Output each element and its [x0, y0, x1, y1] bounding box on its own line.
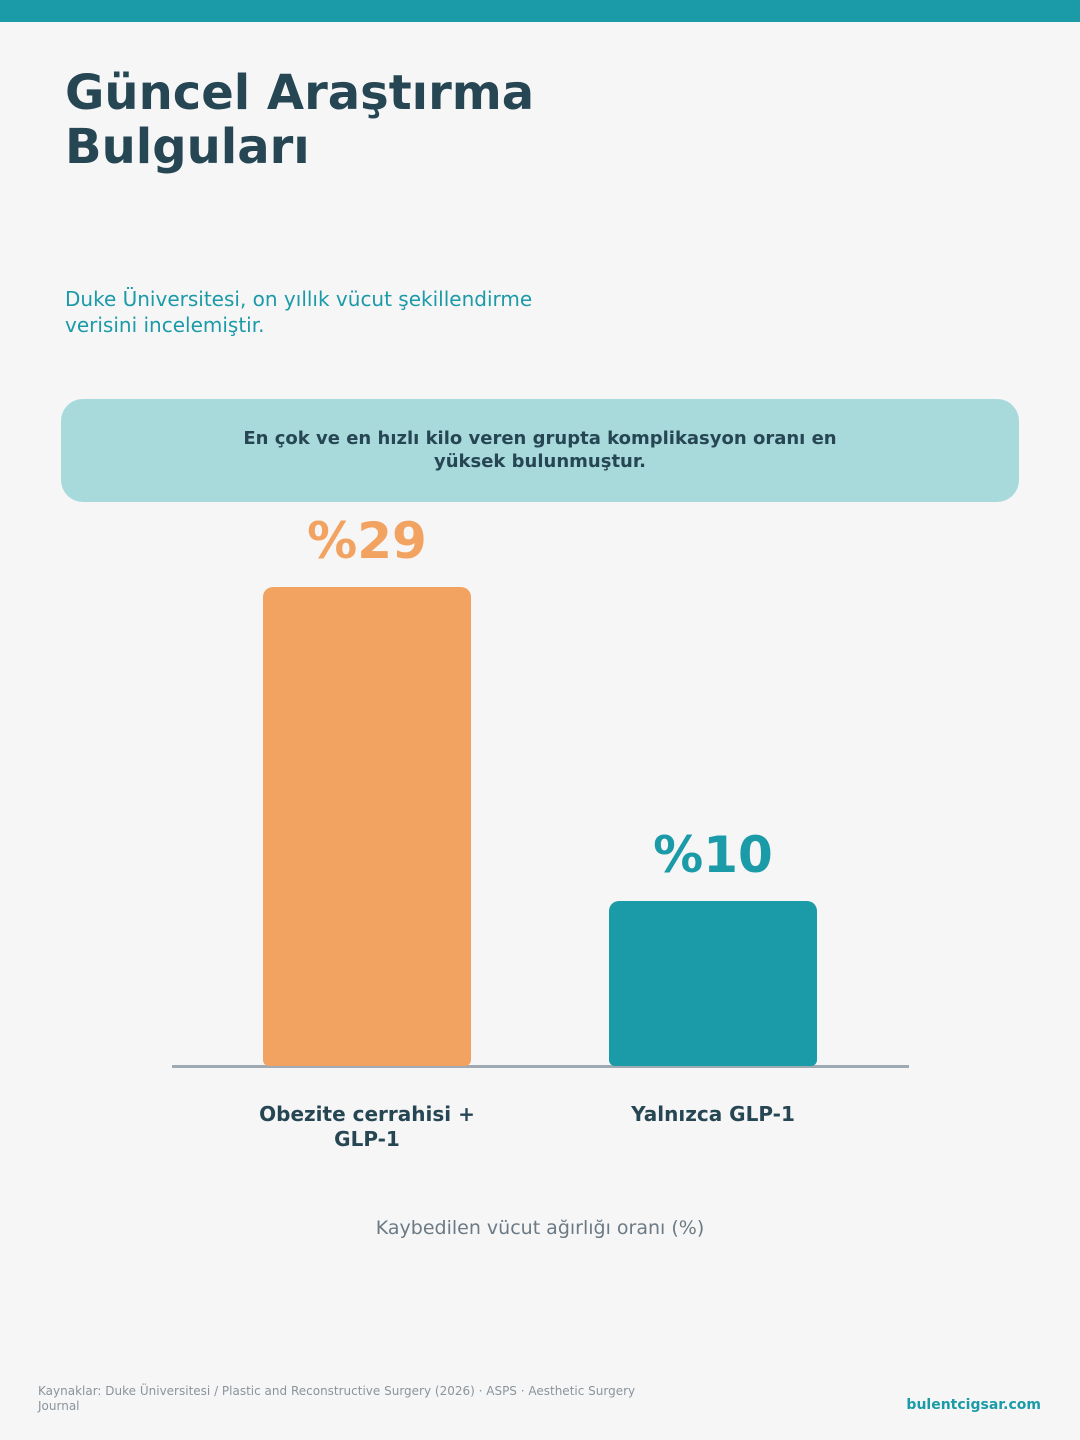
- bar: [263, 587, 471, 1066]
- title: Güncel Araştırma Bulguları: [65, 65, 535, 175]
- x-axis-label: Kaybedilen vücut ağırlığı oranı (%): [375, 1217, 705, 1239]
- subtitle: Duke Üniversitesi, on yıllık vücut şekil…: [65, 287, 533, 337]
- value-label: %10: [653, 825, 773, 884]
- category-label: Yalnızca GLP-1: [631, 1102, 795, 1126]
- category-label: Obezite cerrahisi + GLP-1: [259, 1102, 475, 1151]
- website: bulentcigsar.com: [906, 1397, 1041, 1413]
- callout-text: En çok ve en hızlı kilo veren grupta kom…: [243, 428, 837, 472]
- bar: [609, 900, 817, 1066]
- baseline: [172, 1065, 909, 1068]
- sources: Kaynaklar: Duke Üniversitesi / Plastic a…: [38, 1384, 636, 1413]
- top-bar: [0, 0, 1080, 22]
- callout-box: [61, 399, 1019, 502]
- value-label: %29: [307, 512, 427, 570]
